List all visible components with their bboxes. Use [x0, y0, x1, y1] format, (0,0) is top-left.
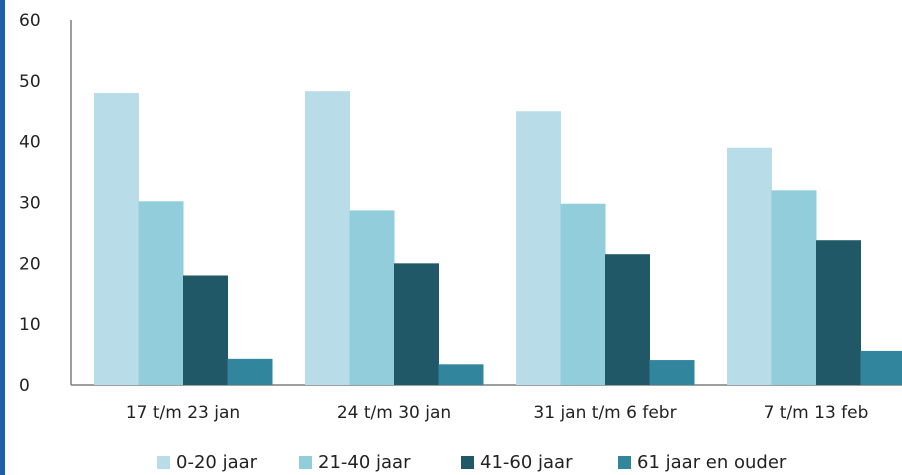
x-tick-label: 17 t/m 23 jan [126, 403, 240, 423]
legend-label: 41-60 jaar [480, 452, 573, 473]
bar [771, 190, 817, 385]
legend-swatch [461, 456, 474, 469]
x-tick-label: 24 t/m 30 jan [337, 403, 451, 423]
category-labels: 17 t/m 23 jan 24 t/m 30 jan 31 jan t/m 6 f… [126, 403, 869, 423]
legend: 0-20 jaar 21-40 jaar 41-60 jaar 61 jaar en … [157, 452, 787, 473]
y-tick-labels: 0 10 20 30 40 50 60 [19, 11, 41, 396]
bar [605, 254, 650, 385]
bar [860, 350, 902, 385]
legend-item: 0-20 jaar [157, 452, 258, 473]
bar [394, 263, 439, 385]
y-tick-label: 20 [19, 254, 41, 274]
legend-label: 0-20 jaar [176, 452, 258, 473]
bar [94, 93, 139, 385]
bar [516, 111, 561, 385]
bar [816, 240, 861, 385]
legend-swatch [157, 456, 170, 469]
y-tick-label: 60 [19, 11, 41, 31]
bar [349, 210, 395, 385]
x-tick-label: 31 jan t/m 6 febr [533, 403, 676, 423]
bar [138, 201, 184, 385]
legend-label: 21-40 jaar [318, 452, 411, 473]
legend-item: 21-40 jaar [299, 452, 411, 473]
legend-swatch [618, 456, 631, 469]
y-tick-label: 0 [19, 376, 30, 396]
bar [227, 358, 273, 385]
bar [183, 275, 228, 385]
bar-chart: 0 10 20 30 40 50 60 17 t/m 23 jan 24 t/m 30 jan… [19, 11, 902, 473]
y-tick-label: 30 [19, 194, 41, 214]
y-tick-label: 10 [19, 315, 41, 335]
bars [94, 91, 902, 386]
legend-item: 61 jaar en ouder [618, 452, 787, 473]
x-tick-label: 7 t/m 13 feb [764, 403, 869, 423]
legend-item: 41-60 jaar [461, 452, 573, 473]
bar [305, 91, 350, 386]
legend-label: 61 jaar en ouder [637, 452, 787, 473]
bar [649, 360, 695, 385]
y-tick-label: 50 [19, 72, 41, 92]
bar [560, 203, 606, 385]
y-tick-label: 40 [19, 133, 41, 153]
legend-swatch [299, 456, 312, 469]
bar [438, 364, 484, 385]
bar [727, 147, 772, 385]
